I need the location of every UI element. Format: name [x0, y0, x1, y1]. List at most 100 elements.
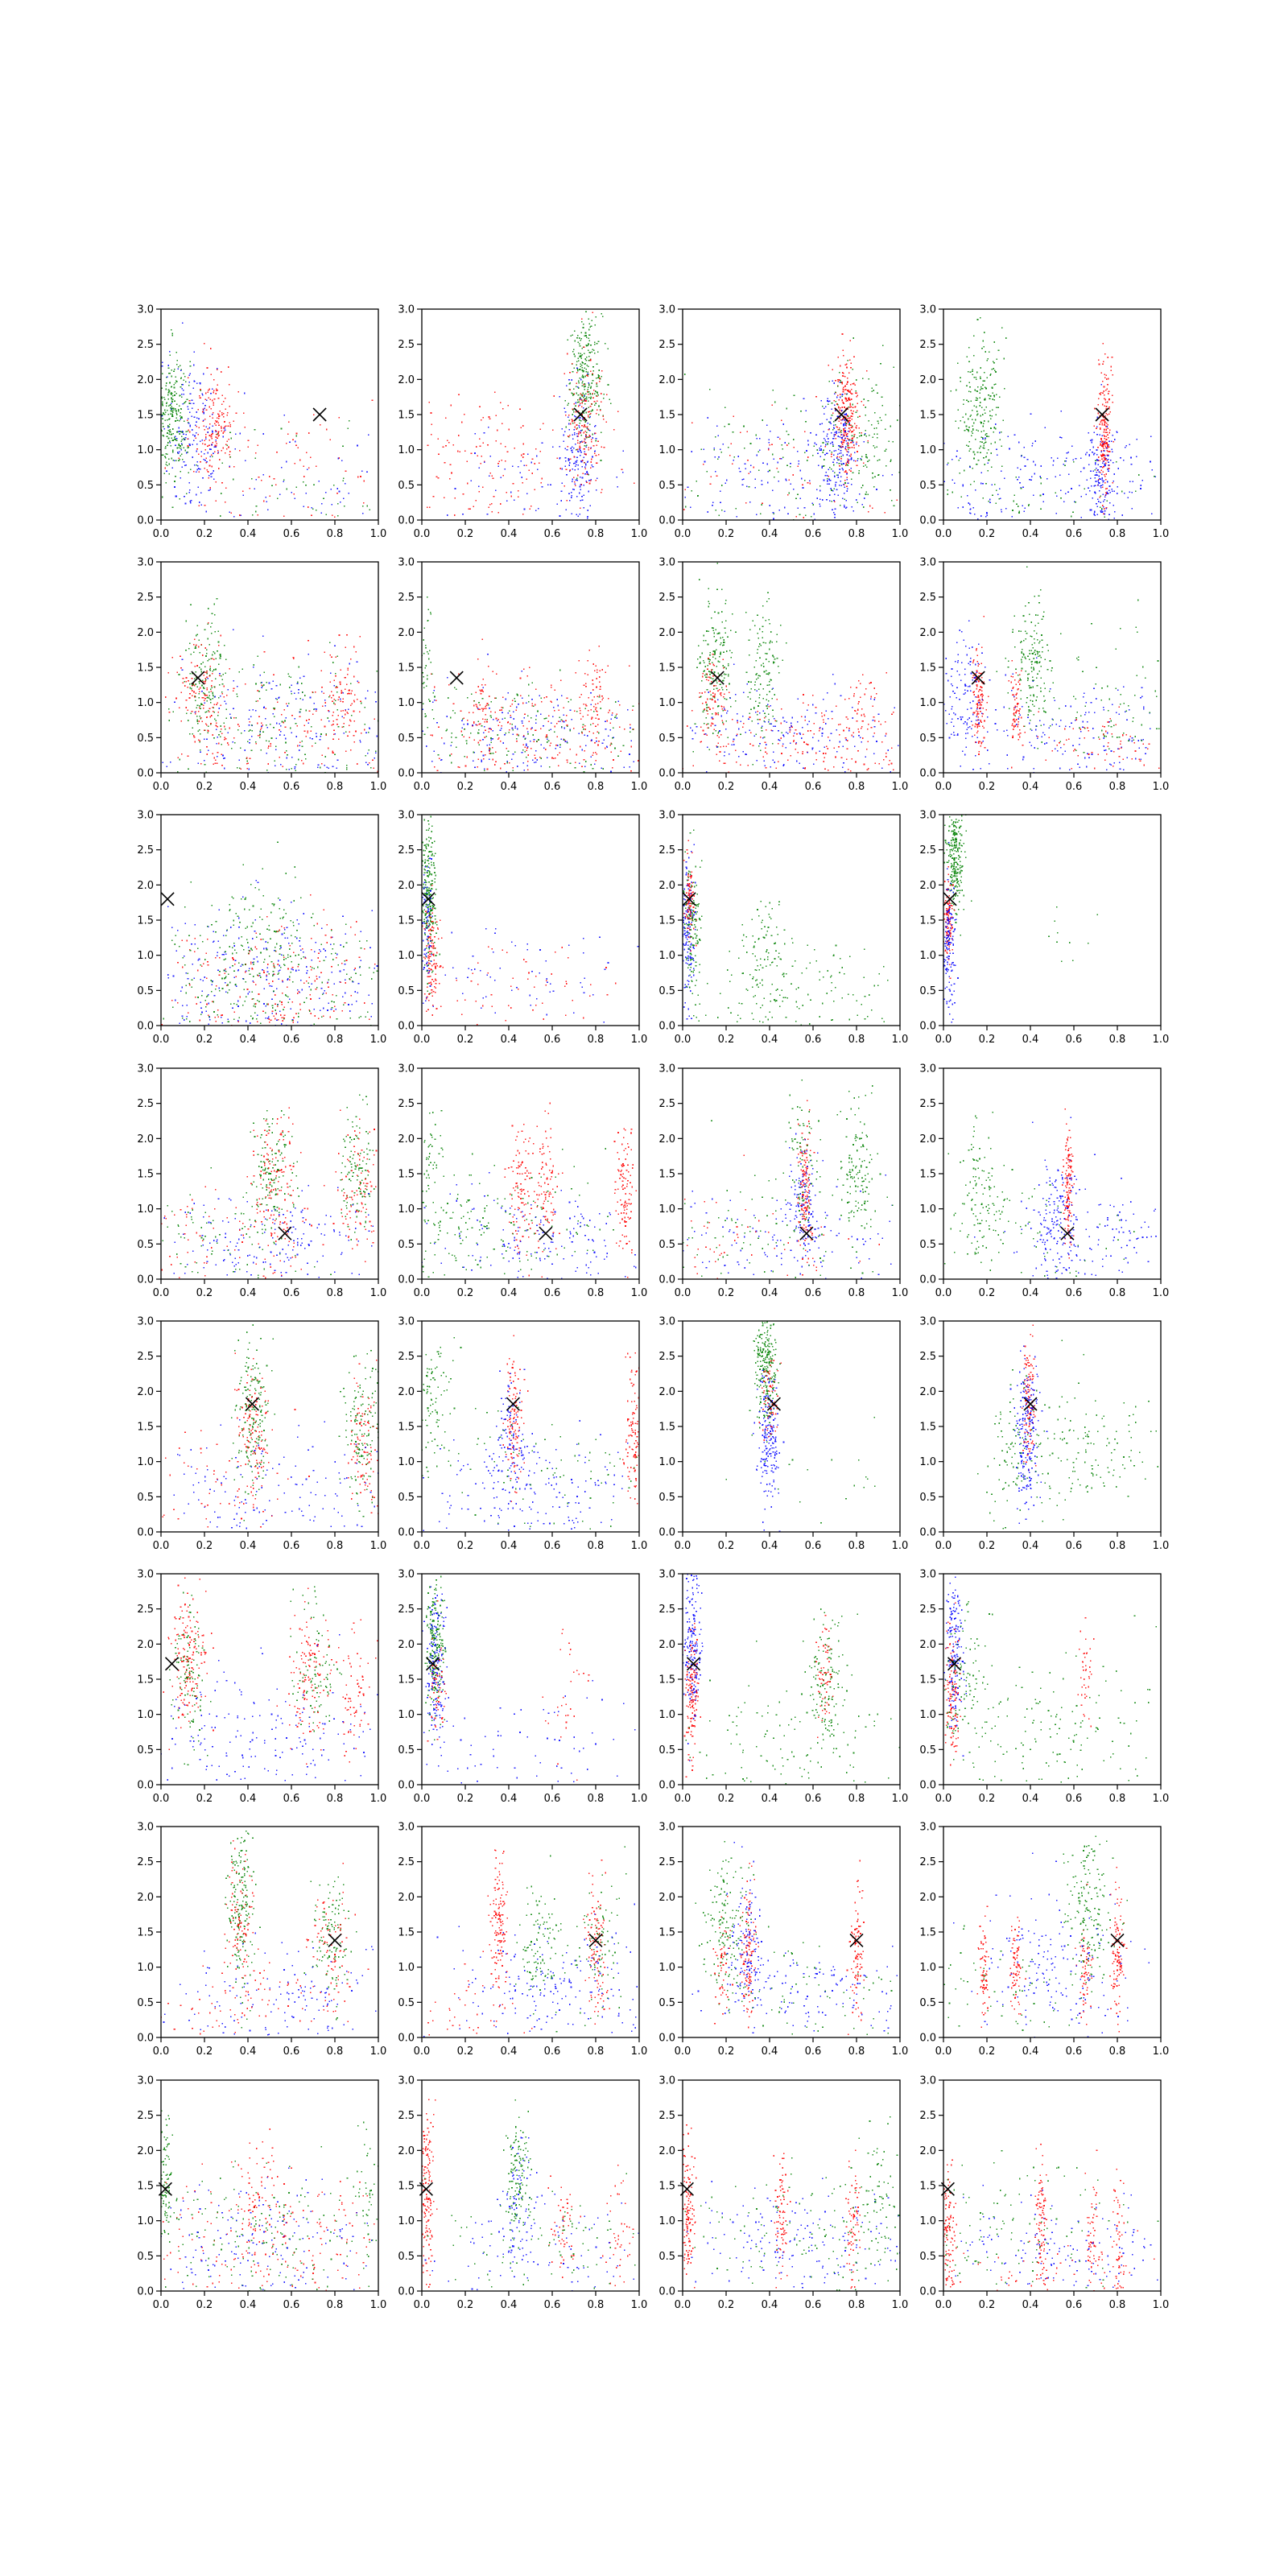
- scatter-point-green: [578, 353, 580, 354]
- scatter-point-red: [849, 359, 851, 361]
- scatter-point-green: [583, 412, 585, 414]
- scatter-point-green: [588, 328, 590, 331]
- x-tick-label: 0.0: [414, 528, 431, 540]
- scatter-point-blue: [1072, 459, 1074, 461]
- scatter-point-green: [724, 673, 725, 675]
- scatter-point-blue: [1030, 413, 1032, 415]
- scatter-point-red: [489, 418, 491, 419]
- scatter-point-red: [569, 434, 571, 436]
- scatter-point-green: [217, 433, 218, 435]
- scatter-point-green: [872, 472, 873, 474]
- scatter-point-red: [610, 751, 612, 753]
- scatter-point-green: [572, 411, 575, 413]
- scatter-point-red: [602, 419, 605, 420]
- scatter-point-red: [218, 418, 220, 419]
- scatter-point-green: [981, 407, 983, 408]
- scatter-point-green: [180, 440, 182, 443]
- scatter-point-green: [295, 770, 297, 772]
- scatter-point-blue: [605, 745, 608, 747]
- scatter-point-red: [838, 379, 840, 381]
- scatter-point-blue: [215, 440, 217, 441]
- scatter-point-red: [450, 404, 452, 407]
- scatter-point-blue: [1100, 465, 1102, 468]
- scatter-point-green: [161, 398, 163, 399]
- scatter-point-green: [584, 388, 586, 390]
- scatter-point-red: [292, 658, 295, 660]
- scatter-point-green: [214, 630, 216, 633]
- scatter-point-red: [579, 696, 580, 698]
- scatter-point-green: [484, 770, 485, 771]
- scatter-point-green: [237, 696, 238, 697]
- scatter-point-red: [600, 492, 602, 493]
- scatter-point-blue: [526, 493, 528, 494]
- scatter-point-green: [762, 419, 764, 421]
- scatter-point-green: [181, 439, 184, 440]
- scatter-point-blue: [514, 727, 516, 729]
- scatter-point-blue: [434, 700, 436, 701]
- scatter-point-green: [543, 717, 546, 720]
- scatter-point-green: [184, 449, 186, 452]
- scatter-point-blue: [489, 708, 490, 709]
- scatter-point-red: [353, 734, 355, 737]
- scatter-point-red: [803, 517, 804, 518]
- scatter-point-red: [849, 404, 851, 407]
- scatter-point-green: [598, 369, 601, 371]
- scatter-point-green: [694, 723, 696, 724]
- scatter-point-blue: [564, 457, 567, 459]
- scatter-point-green: [219, 657, 221, 659]
- scatter-point-blue: [846, 490, 848, 492]
- scatter-point-green: [866, 466, 868, 469]
- scatter-point-green: [993, 341, 996, 343]
- scatter-point-green: [989, 415, 991, 417]
- scatter-point-green: [865, 493, 867, 495]
- scatter-point-red: [448, 478, 451, 480]
- scatter-point-red: [1104, 398, 1107, 401]
- scatter-point-green: [865, 429, 867, 431]
- scatter-point-green: [869, 434, 870, 436]
- scatter-point-green: [583, 729, 584, 730]
- scatter-point-green: [334, 673, 336, 675]
- scatter-point-red: [582, 716, 584, 717]
- scatter-point-blue: [820, 448, 822, 450]
- scatter-point-red: [473, 712, 474, 714]
- scatter-point-green: [761, 504, 762, 506]
- scatter-point-blue: [821, 499, 824, 501]
- scatter-point-blue: [833, 500, 835, 502]
- scatter-point-red: [842, 349, 844, 351]
- scatter-point-green: [806, 460, 808, 461]
- scatter-point-red: [212, 753, 214, 755]
- scatter-point-green: [580, 355, 582, 357]
- scatter-point-blue: [555, 748, 556, 749]
- scatter-point-green: [369, 767, 372, 769]
- scatter-point-green: [196, 707, 198, 708]
- scatter-point-blue: [846, 479, 848, 481]
- x-tick-label: 0.6: [544, 781, 561, 793]
- scatter-point-green: [328, 696, 330, 698]
- scatter-point-green: [174, 382, 176, 384]
- scatter-point-green: [200, 668, 202, 671]
- scatter-point-blue: [584, 399, 586, 402]
- scatter-point-green: [576, 369, 579, 371]
- scatter-point-green: [169, 382, 171, 384]
- scatter-point-red: [249, 720, 251, 723]
- scatter-point-blue: [1111, 440, 1113, 442]
- scatter-point-green: [735, 631, 737, 634]
- scatter-point-red: [574, 762, 576, 764]
- scatter-point-red: [841, 382, 844, 383]
- scatter-point-blue: [1042, 501, 1045, 503]
- scatter-point-green: [588, 356, 590, 357]
- scatter-point-green: [594, 393, 596, 394]
- scatter-point-green: [423, 639, 424, 641]
- scatter-point-red: [295, 444, 297, 446]
- scatter-point-red: [208, 711, 210, 712]
- scatter-point-green: [588, 436, 590, 439]
- scatter-point-green: [865, 414, 867, 416]
- scatter-point-red: [213, 704, 215, 705]
- scatter-point-green: [171, 411, 174, 413]
- scatter-point-green: [524, 738, 526, 740]
- scatter-point-red: [258, 735, 259, 737]
- scatter-point-green: [890, 425, 892, 427]
- y-tick-label: 2.5: [137, 592, 154, 604]
- scatter-point-red: [512, 700, 514, 702]
- scatter-point-blue: [587, 516, 588, 518]
